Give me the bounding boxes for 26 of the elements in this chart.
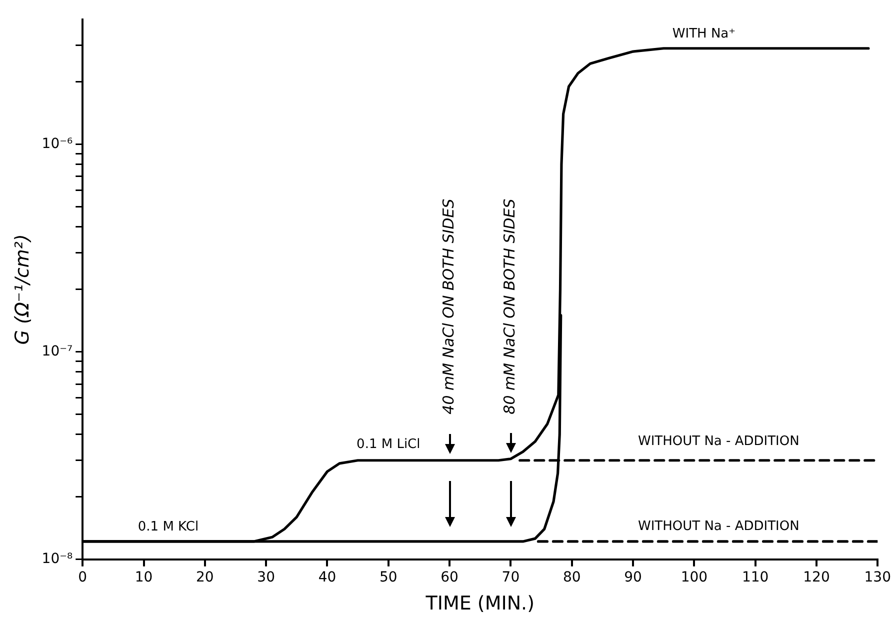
y-tick-label: 10⁻⁸ — [42, 551, 73, 568]
annotation: 0.1 M KCl — [138, 520, 199, 535]
x-tick-label: 30 — [257, 569, 275, 586]
y-axis-title: G (Ω⁻¹/cm²) — [11, 234, 34, 345]
x-tick-label: 20 — [196, 569, 214, 586]
x-tick-label: 130 — [864, 569, 892, 586]
x-tick-label: 40 — [318, 569, 336, 586]
x-tick-label: 10 — [134, 569, 153, 586]
x-tick-label: 60 — [440, 569, 458, 586]
x-tick-label: 0 — [78, 569, 88, 586]
y-tick-label: 10⁻⁶ — [42, 136, 73, 152]
annotation: 40 mM NaCl ON BOTH SIDES — [439, 198, 458, 414]
annotation: WITHOUT Na - ADDITION — [638, 434, 800, 449]
x-tick-label: 50 — [379, 569, 398, 586]
x-tick-label: 80 — [562, 569, 581, 586]
x-tick-label: 90 — [624, 569, 642, 586]
annotation: 80 mM NaCl ON BOTH SIDES — [500, 198, 519, 414]
x-tick-label: 70 — [502, 569, 520, 586]
annotation: WITHOUT Na - ADDITION — [638, 518, 800, 534]
x-tick-label: 110 — [742, 569, 769, 586]
y-tick-label: 10⁻⁷ — [42, 344, 73, 360]
annotation: 0.1 M LiCl — [356, 437, 420, 452]
x-axis-title: TIME (MIN.) — [424, 592, 534, 615]
x-tick-label: 100 — [680, 569, 708, 586]
annotation: WITH Na⁺ — [672, 26, 736, 42]
x-tick-label: 120 — [803, 569, 830, 586]
